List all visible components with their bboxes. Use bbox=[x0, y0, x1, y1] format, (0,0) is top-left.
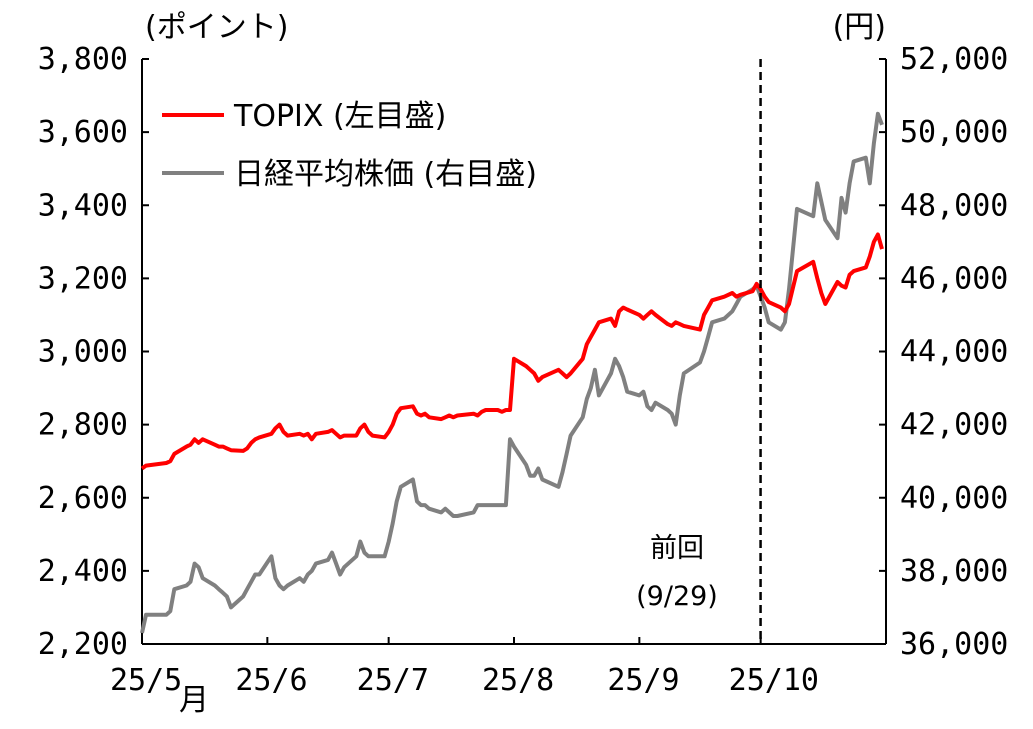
left-tick-label: 3,400 bbox=[38, 188, 128, 223]
right-tick-label: 40,000 bbox=[900, 481, 1008, 516]
left-tick-label: 2,800 bbox=[38, 408, 128, 443]
right-tick-label: 46,000 bbox=[900, 261, 1008, 296]
right-axis-unit: (円) bbox=[833, 10, 886, 45]
series-line-topix bbox=[140, 232, 884, 471]
right-tick-label: 50,000 bbox=[900, 115, 1008, 150]
left-tick-label: 3,200 bbox=[38, 261, 128, 296]
x-tick-label: 25/10 bbox=[729, 663, 819, 698]
right-tick-label: 42,000 bbox=[900, 408, 1008, 443]
previous-marker-label: 前回 bbox=[650, 533, 704, 564]
legend-label: TOPIX (左目盛) bbox=[233, 99, 446, 134]
left-tick-label: 2,200 bbox=[38, 627, 128, 662]
left-tick-label: 3,000 bbox=[38, 335, 128, 370]
left-axis-unit: (ポイント) bbox=[145, 10, 288, 45]
right-tick-label: 48,000 bbox=[900, 188, 1008, 223]
left-tick-label: 2,600 bbox=[38, 481, 128, 516]
left-tick-label: 3,600 bbox=[38, 115, 128, 150]
x-tick-suffix: 月 bbox=[179, 683, 209, 718]
series-line-nikkei bbox=[140, 111, 884, 634]
previous-marker-date: (9/29) bbox=[636, 581, 718, 612]
legend-label: 日経平均株価 (右目盛) bbox=[234, 157, 537, 192]
right-axis-ticks: 36,000 38,000 40,000 42,000 44,000 46,000 48,0… bbox=[879, 42, 1008, 662]
plot-area bbox=[141, 59, 887, 645]
x-tick-label: 25/5 bbox=[110, 663, 182, 698]
left-tick-label: 3,800 bbox=[38, 42, 128, 77]
previous-marker: 前回 (9/29) bbox=[636, 59, 762, 644]
right-tick-label: 36,000 bbox=[900, 627, 1008, 662]
x-tick-label: 25/7 bbox=[357, 663, 429, 698]
series-layer bbox=[140, 111, 884, 634]
x-tick-label: 25/6 bbox=[235, 663, 307, 698]
x-axis-ticks: 25/5月 25/6 25/7 25/8 25/9 25/10 bbox=[110, 637, 819, 718]
right-tick-label: 44,000 bbox=[900, 335, 1008, 370]
left-axis-ticks: 2,200 2,400 2,600 2,800 3,000 3,200 3,400 3,600… bbox=[38, 42, 149, 662]
legend: TOPIX (左目盛) 日経平均株価 (右目盛) bbox=[162, 99, 537, 192]
right-tick-label: 52,000 bbox=[900, 42, 1008, 77]
x-tick-label: 25/9 bbox=[607, 663, 679, 698]
left-tick-label: 2,400 bbox=[38, 554, 128, 589]
right-tick-label: 38,000 bbox=[900, 554, 1008, 589]
x-tick-label: 25/8 bbox=[482, 663, 554, 698]
